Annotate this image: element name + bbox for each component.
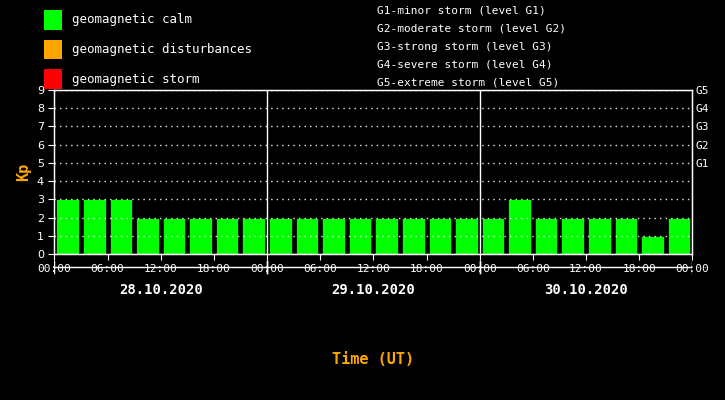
Bar (588, 218, 610, 254)
Bar (481, 218, 505, 254)
Bar (109, 199, 132, 254)
Bar (162, 218, 186, 254)
Bar (455, 218, 478, 254)
Text: geomagnetic storm: geomagnetic storm (72, 73, 200, 86)
Bar (535, 218, 558, 254)
Text: 29.10.2020: 29.10.2020 (331, 283, 415, 297)
Bar (615, 218, 637, 254)
Bar (402, 218, 425, 254)
Bar (83, 199, 106, 254)
Bar (136, 218, 159, 254)
Text: G4-severe storm (level G4): G4-severe storm (level G4) (377, 60, 552, 70)
Y-axis label: Kp: Kp (16, 163, 31, 181)
Bar (296, 218, 318, 254)
Bar (269, 218, 291, 254)
Text: 28.10.2020: 28.10.2020 (119, 283, 202, 297)
Bar (428, 218, 451, 254)
Text: 30.10.2020: 30.10.2020 (544, 283, 628, 297)
FancyBboxPatch shape (44, 10, 62, 30)
Text: G5-extreme storm (level G5): G5-extreme storm (level G5) (377, 78, 559, 88)
Text: geomagnetic calm: geomagnetic calm (72, 13, 193, 26)
Text: G3-strong storm (level G3): G3-strong storm (level G3) (377, 42, 552, 52)
Text: Time (UT): Time (UT) (332, 352, 415, 368)
Bar (641, 236, 664, 254)
Bar (508, 199, 531, 254)
Bar (376, 218, 398, 254)
Bar (349, 218, 371, 254)
Text: G1-minor storm (level G1): G1-minor storm (level G1) (377, 6, 546, 16)
FancyBboxPatch shape (44, 69, 62, 89)
FancyBboxPatch shape (44, 40, 62, 59)
Bar (322, 218, 345, 254)
Bar (242, 218, 265, 254)
Bar (189, 218, 212, 254)
Bar (216, 218, 239, 254)
Text: G2-moderate storm (level G2): G2-moderate storm (level G2) (377, 24, 566, 34)
Text: geomagnetic disturbances: geomagnetic disturbances (72, 43, 252, 56)
Bar (561, 218, 584, 254)
Bar (57, 199, 79, 254)
Bar (668, 218, 690, 254)
